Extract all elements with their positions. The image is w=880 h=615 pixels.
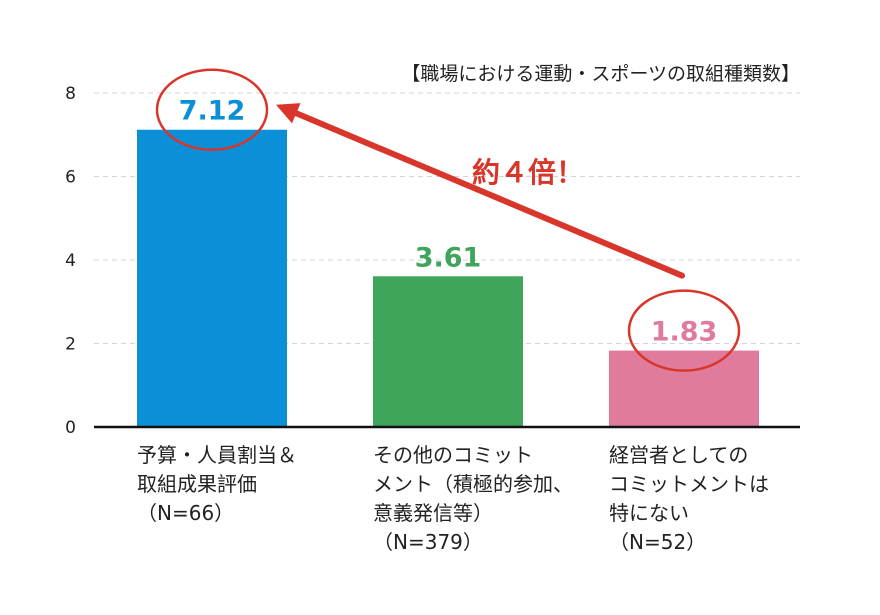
category-label-line: その他のコミット xyxy=(373,443,533,467)
highlight-circle xyxy=(627,289,741,372)
chart-title: 【職場における運動・スポーツの取組種類数】 xyxy=(401,63,800,85)
y-tick-label: 4 xyxy=(65,251,76,271)
annotation-text: 約４倍！ xyxy=(472,156,584,189)
value-labels: 7.12 3.61 1.83 xyxy=(155,68,741,372)
bars xyxy=(137,129,759,428)
category-label-line: 予算・人員割当＆ xyxy=(137,443,297,467)
category-label-line: （N=66） xyxy=(137,501,234,525)
y-tick-label: 0 xyxy=(65,418,76,438)
category-label-line: 特にない xyxy=(609,501,689,525)
bar xyxy=(137,129,287,428)
annotation-arrowhead xyxy=(276,103,301,124)
highlight-circle xyxy=(155,68,269,151)
category-label-line: 経営者としての xyxy=(609,443,748,467)
category-label-line: 意義発信等） xyxy=(373,501,493,525)
annotation: 約４倍！ xyxy=(276,103,685,279)
category-label: 予算・人員割当＆ 取組成果評価 （N=66） xyxy=(137,443,297,525)
category-label-line: 取組成果評価 xyxy=(137,472,257,496)
y-axis-ticks: 0 2 4 6 8 xyxy=(65,84,76,438)
y-tick-label: 8 xyxy=(65,84,76,104)
y-tick-label: 6 xyxy=(65,168,76,188)
y-tick-label: 2 xyxy=(65,335,76,355)
value-label: 7.12 xyxy=(179,96,246,127)
category-label-line: メント（積極的参加、 xyxy=(373,472,573,496)
annotation-arrow xyxy=(293,110,685,279)
value-label: 1.83 xyxy=(651,317,718,348)
category-label: その他のコミットメント（積極的参加、意義発信等） （N=379） xyxy=(373,443,573,554)
category-label-line: （N=379） xyxy=(373,530,483,554)
bar xyxy=(373,276,523,427)
bar xyxy=(609,350,759,427)
category-label: 経営者としてのコミットメントは特にない （N=52） xyxy=(609,443,769,554)
category-label-line: （N=52） xyxy=(609,530,706,554)
category-labels: 予算・人員割当＆ 取組成果評価 （N=66） その他のコミットメント（積極的参加、意義… xyxy=(137,443,769,554)
value-label: 3.61 xyxy=(415,242,482,273)
category-label-line: コミットメントは xyxy=(609,472,769,496)
